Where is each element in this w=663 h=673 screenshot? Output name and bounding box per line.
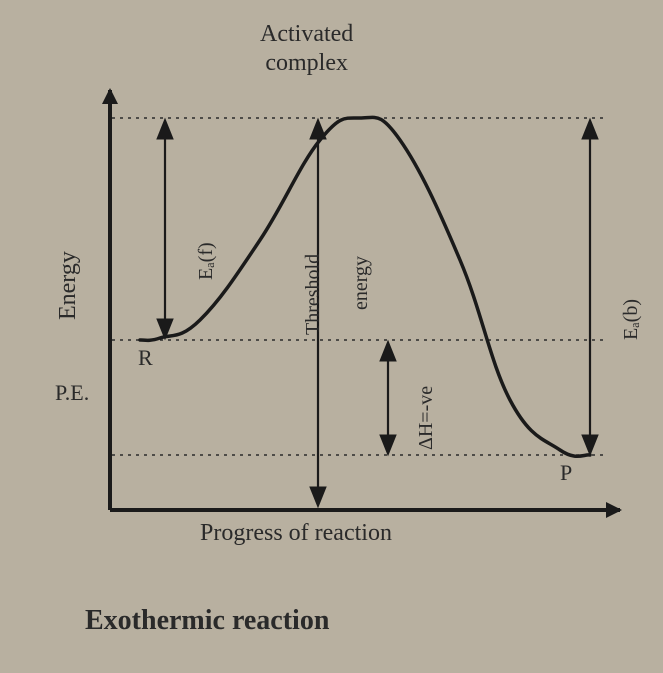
ea-b-label: Eₐ(b) [620, 299, 643, 340]
threshold-line2: energy [350, 256, 372, 310]
product-label: P [560, 460, 572, 486]
threshold-label: Threshold [302, 254, 325, 335]
ea-f-label: Eₐ(f) [195, 242, 218, 280]
diagram-title: Exothermic reaction [85, 605, 329, 637]
x-axis-label: Progress of reaction [200, 520, 392, 547]
reactant-label: R [138, 345, 153, 371]
pe-label: P.E. [55, 380, 89, 406]
delta-h-label: ΔH=-ve [415, 386, 438, 450]
threshold-label-2: energy [350, 256, 373, 310]
y-axis-label: Energy [55, 251, 82, 320]
threshold-line1: Threshold [302, 254, 325, 335]
